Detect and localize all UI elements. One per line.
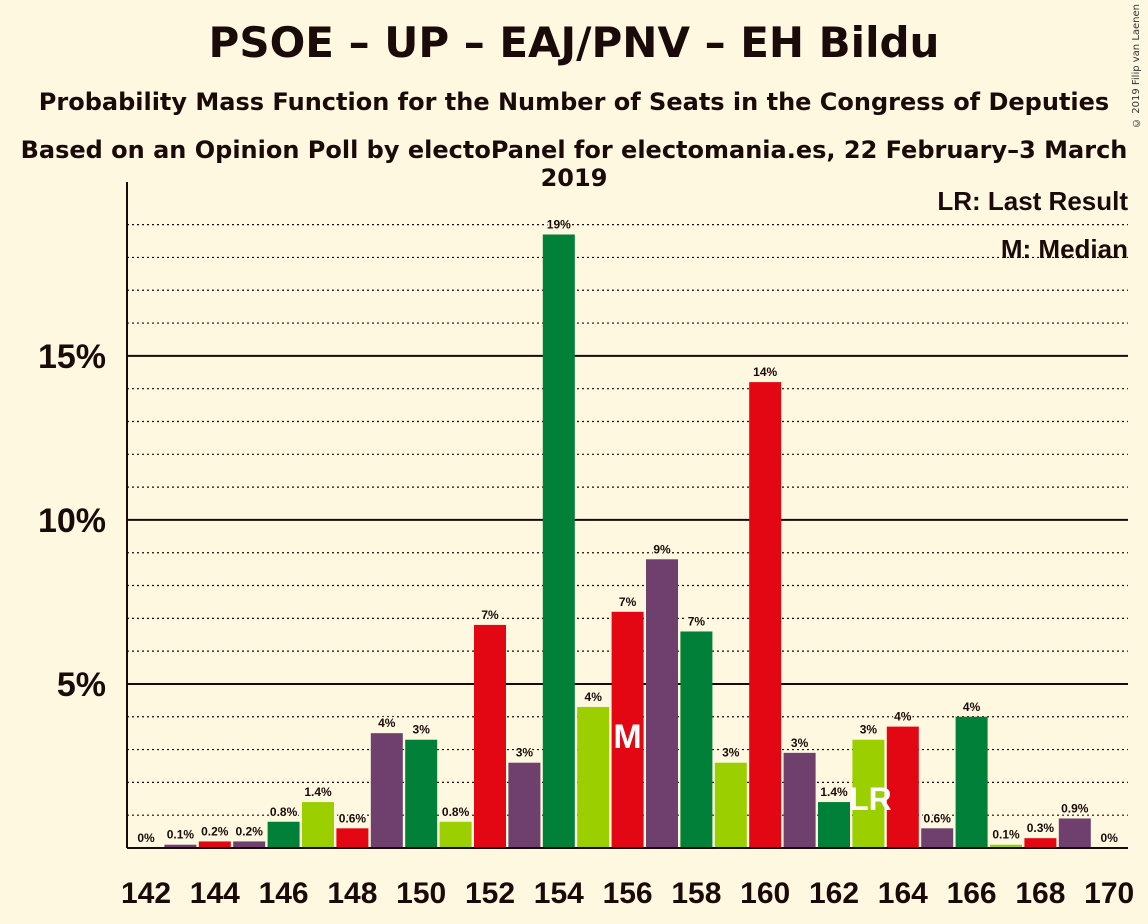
x-tick-label: 154 [534,877,584,910]
bar-150 [405,739,438,848]
data-label-167: 0.1% [992,828,1020,842]
y-tick-label: 5% [57,666,106,704]
y-tick-label: 15% [38,338,106,376]
bar-143 [164,844,197,848]
legend-median: M: Median [1001,234,1128,264]
data-label-148: 0.6% [339,811,367,825]
data-label-146: 0.8% [270,805,298,819]
bars [164,234,1091,848]
bar-163 [852,739,885,848]
x-tick-label: 150 [396,877,446,910]
bar-161 [783,752,816,848]
data-label-170: 0% [1101,831,1119,845]
x-tick-label: 166 [947,877,997,910]
bar-167 [990,844,1022,848]
x-tick-label: 170 [1084,877,1134,910]
chart-title: PSOE – UP – EAJ/PNV – EH Bildu [208,18,940,67]
bar-148 [336,828,369,848]
bar-144 [198,841,231,848]
data-label-143: 0.1% [167,828,195,842]
data-label-142: 0% [137,831,155,845]
bar-155 [577,706,610,848]
bar-149 [370,733,403,848]
data-label-147: 1.4% [304,785,332,799]
x-tick-label: 152 [465,877,515,910]
bar-153 [508,762,541,848]
bar-157 [646,559,678,848]
x-tick-label: 142 [121,877,171,910]
data-label-156: 7% [619,595,637,609]
data-label-169: 0.9% [1061,801,1089,815]
bar-151 [439,821,472,848]
data-label-162: 1.4% [820,785,848,799]
x-tick-label: 162 [809,877,859,910]
chart-source: Based on an Opinion Poll by electoPanel … [20,136,1128,192]
last-result-marker: LR [849,781,892,817]
bar-164 [886,726,919,848]
bar-158 [680,631,713,848]
data-label-154: 19% [547,217,571,231]
data-label-166: 4% [963,700,981,714]
x-tick-label: 156 [603,877,653,910]
x-tick-label: 168 [1015,877,1065,910]
bar-165 [921,828,954,848]
bar-168 [1024,838,1057,848]
data-label-163: 3% [860,723,878,737]
data-label-158: 7% [688,614,706,628]
data-label-164: 4% [894,710,912,724]
x-tick-label: 160 [740,877,790,910]
chart-subtitle: Probability Mass Function for the Number… [38,88,1110,116]
median-marker: M [613,718,641,756]
y-tick-label: 10% [38,502,106,540]
bar-160 [749,382,782,848]
bar-169 [1058,818,1091,848]
data-label-160: 14% [753,365,777,379]
data-label-149: 4% [378,716,396,730]
data-labels: 0% 0.1% 0.2% 0.2% 0.8% 1.4% 0.6% 4% 3% 0.8% 7% 3% 19… [136,216,1120,847]
bar-145 [233,841,266,848]
data-label-165: 0.6% [924,811,952,825]
bar-154 [542,234,575,848]
data-label-153: 3% [516,746,534,760]
axes: 5% 10% 15% 142 144 146 148 150 152 154 156 158 160 16… [38,182,1134,910]
bar-166 [955,716,988,848]
data-label-168: 0.3% [1027,821,1055,835]
bar-162 [818,802,850,848]
data-label-152: 7% [481,608,499,622]
x-tick-label: 148 [327,877,377,910]
x-tick-label: 144 [190,877,240,910]
legend-last-result: LR: Last Result [937,186,1128,216]
bar-147 [302,802,334,848]
data-label-151: 0.8% [442,805,470,819]
data-label-145: 0.2% [236,824,264,838]
data-label-155: 4% [585,690,603,704]
x-tick-label: 158 [671,877,721,910]
data-label-161: 3% [791,736,809,750]
data-label-157: 9% [653,542,671,556]
data-label-144: 0.2% [201,824,229,838]
data-label-150: 3% [413,723,431,737]
bar-146 [267,821,300,848]
bar-156 [611,611,644,848]
data-label-159: 3% [722,746,740,760]
bar-152 [474,624,506,848]
bar-159 [714,762,747,848]
x-tick-label: 164 [878,877,928,910]
x-tick-label: 146 [259,877,309,910]
